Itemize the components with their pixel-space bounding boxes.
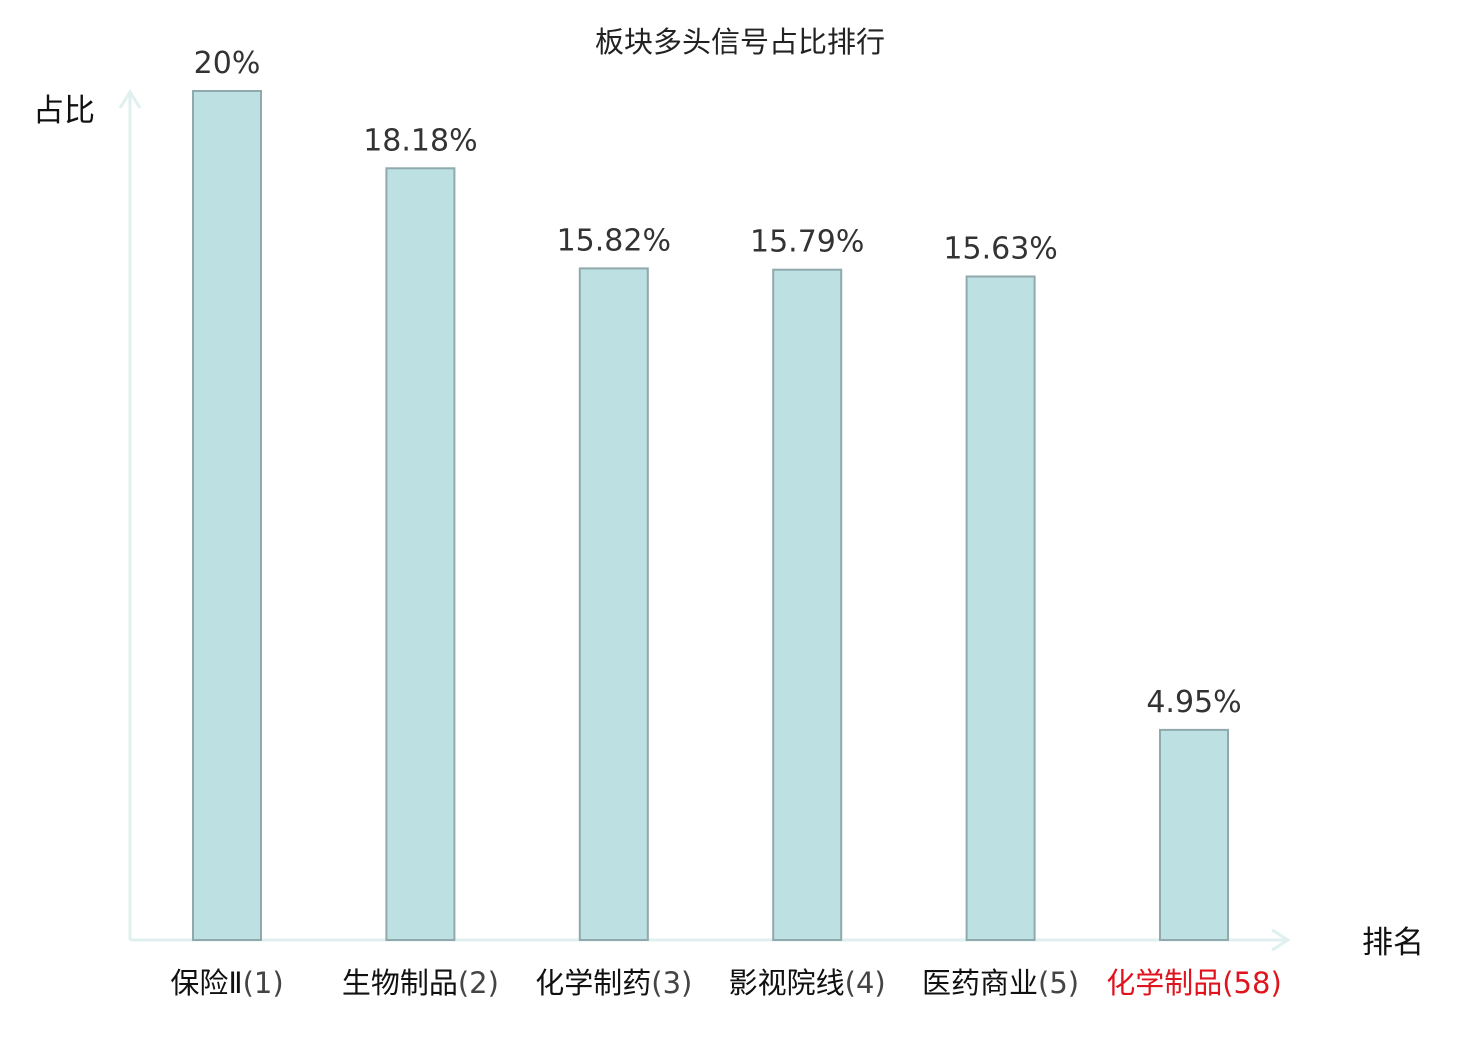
data-label: 18.18% (363, 123, 477, 158)
category-label: 保险Ⅱ(1) (170, 966, 283, 1000)
category-label: 化学制品(58) (1106, 966, 1282, 1000)
category-labels: 保险Ⅱ(1) 生物制品(2) 化学制药(3) 影视院线(4) 医药商业(5) 化学制品(5… (170, 966, 1281, 1000)
bar-series (192, 90, 1229, 942)
x-axis-label: 排名 (1362, 925, 1424, 961)
y-axis-arrow (118, 89, 142, 109)
data-label: 15.63% (943, 232, 1057, 267)
category-name: 影视院线 (729, 966, 845, 1000)
data-label: 15.82% (557, 223, 671, 258)
data-label: 20% (194, 46, 261, 81)
category-rank: (1) (243, 966, 284, 1000)
bar (772, 268, 843, 941)
y-axis-label: 占比 (33, 93, 95, 129)
category-rank: (2) (458, 966, 499, 1000)
category-name: 保险Ⅱ (170, 966, 242, 1000)
data-label: 4.95% (1146, 685, 1241, 720)
category-label: 影视院线(4) (729, 966, 886, 1000)
category-rank: (4) (845, 966, 886, 1000)
category-name: 化学制药 (535, 966, 651, 1000)
category-rank: (5) (1038, 966, 1079, 1000)
category-name: 化学制品 (1106, 966, 1222, 1000)
bar (1159, 728, 1229, 942)
category-label: 化学制药(3) (535, 966, 692, 1000)
category-rank: (58) (1222, 966, 1282, 1000)
x-axis (130, 928, 1291, 952)
data-labels: 20% 18.18% 15.82% 15.79% 15.63% 4.95% (194, 46, 1242, 720)
chart-title: 板块多头信号占比排行 (595, 25, 885, 59)
data-label: 15.79% (750, 225, 864, 260)
x-axis-arrow (1271, 928, 1291, 952)
bar (385, 167, 456, 942)
category-label: 生物制品(2) (342, 966, 499, 1000)
bar (965, 275, 1036, 941)
category-label: 医药商业(5) (922, 966, 1079, 1000)
bar (192, 90, 262, 941)
y-axis (118, 89, 142, 940)
category-name: 生物制品 (342, 966, 458, 1000)
category-rank: (3) (651, 966, 692, 1000)
bar (578, 267, 649, 941)
category-name: 医药商业 (922, 966, 1038, 1000)
